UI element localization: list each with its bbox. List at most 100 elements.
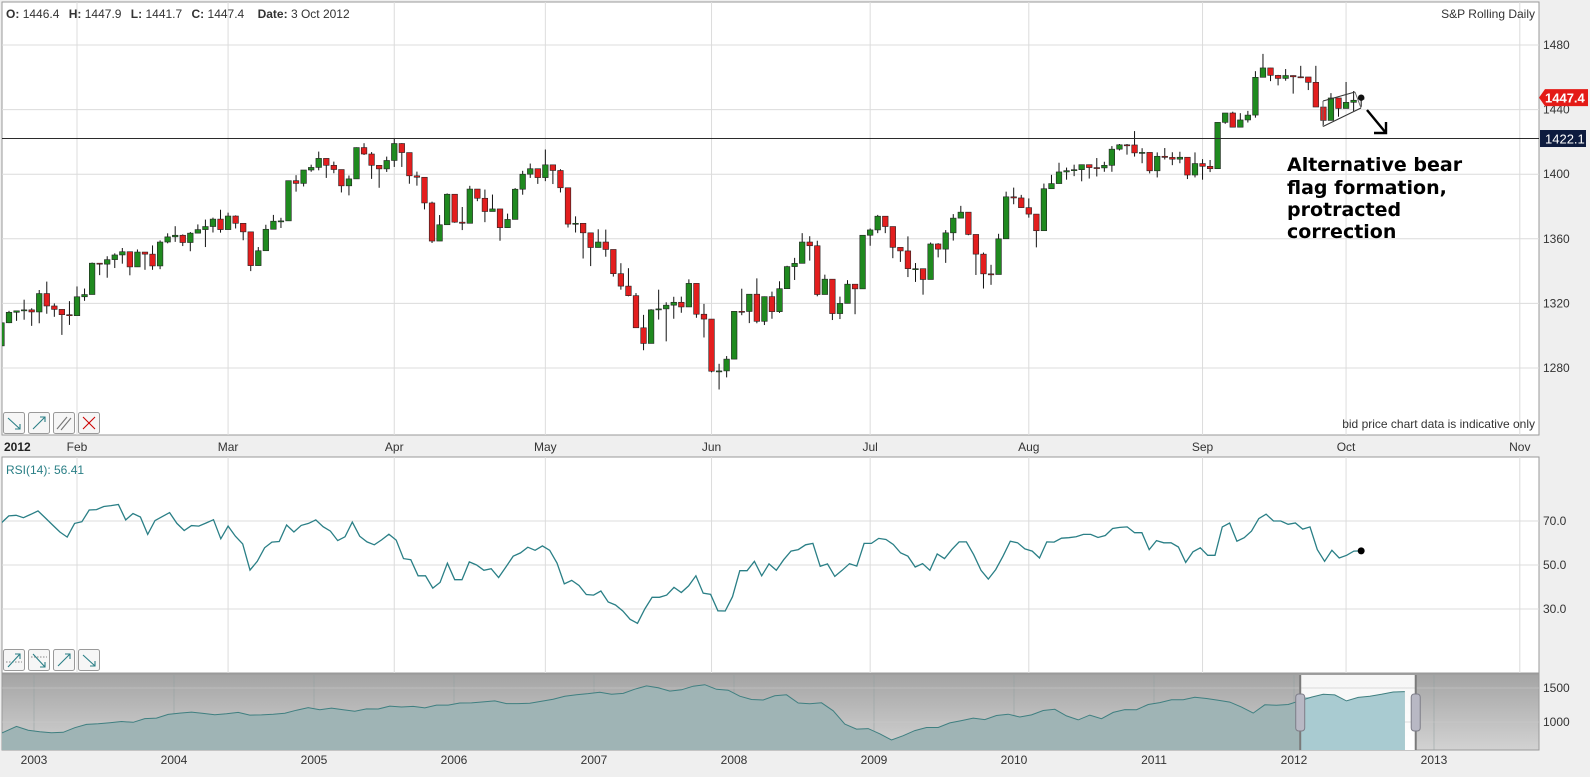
candle (149, 245, 156, 270)
candle-body-up (874, 215, 881, 231)
navigator-left-handle[interactable] (1295, 693, 1306, 732)
candle-body-up (1071, 169, 1078, 171)
rsi-dotted-down-tool[interactable] (28, 649, 50, 671)
candle-body-up (663, 304, 670, 310)
bear-flag-drawing[interactable] (1322, 91, 1362, 127)
rsi-up-tool[interactable] (53, 649, 75, 671)
candle (663, 302, 670, 342)
candle (202, 219, 209, 248)
candle-body-up (1108, 148, 1115, 166)
rsi-dotted-up-tool[interactable] (3, 649, 25, 671)
candle (640, 314, 647, 351)
candle-body-up (285, 180, 292, 222)
candle (383, 156, 390, 172)
candle-body-up (519, 173, 526, 190)
candle-body-down (549, 164, 556, 171)
candle-body-up (1101, 165, 1108, 169)
navigator-right-handle[interactable] (1410, 693, 1421, 732)
candle-body-up (1342, 102, 1350, 109)
candle (1184, 156, 1191, 180)
candle-body-up (444, 193, 451, 226)
candle (595, 229, 602, 248)
flag-right-edge (1354, 91, 1362, 109)
candle-body-down (43, 293, 50, 307)
candle (942, 230, 949, 263)
candle-body-up (21, 309, 28, 312)
arrow-down-right-icon (1366, 109, 1388, 135)
candle (496, 208, 504, 241)
rsi-tick-label: 50.0 (1543, 558, 1567, 572)
candle (1071, 164, 1078, 177)
candle (1123, 143, 1131, 155)
delete-drawings-tool[interactable] (78, 412, 100, 434)
candle (844, 280, 851, 304)
candle (761, 296, 768, 326)
candle-body-down (330, 165, 337, 170)
trend-up-tool[interactable] (28, 412, 50, 434)
flag-upper-line[interactable] (1322, 91, 1356, 102)
candle-body-up (255, 250, 262, 266)
trend-down-tool[interactable] (3, 412, 25, 434)
candle-body-down (919, 268, 927, 280)
candle-body-down (640, 327, 647, 344)
candle-body-up (202, 226, 209, 230)
candle (1131, 131, 1138, 157)
candle (308, 164, 315, 172)
candle-body-down (428, 202, 436, 242)
navigator-year-label: 2011 (1141, 753, 1167, 767)
navigator-value-label: 1500 (1543, 681, 1570, 695)
candle (580, 222, 587, 259)
candle (1093, 158, 1100, 177)
candle (738, 288, 745, 316)
rsi-down-tool[interactable] (78, 649, 100, 671)
candle-body-up (1003, 196, 1010, 240)
candle (104, 256, 111, 278)
candle-body-down (1018, 197, 1025, 208)
candle-body-down (421, 176, 428, 204)
flag-lower-line[interactable] (1322, 107, 1362, 127)
candle (179, 234, 186, 247)
candle-body-up (783, 266, 791, 290)
high-value: 1447.9 (85, 7, 122, 21)
channel-tool[interactable] (53, 412, 75, 434)
candle (534, 168, 541, 184)
candle-body-down (564, 187, 572, 225)
red-x-icon (82, 416, 96, 430)
candle-body-down (1206, 165, 1214, 170)
candle (1305, 76, 1312, 91)
candle (874, 214, 881, 234)
candle (919, 268, 927, 295)
candle (1222, 112, 1229, 124)
arrow-up-right-icon (57, 653, 71, 667)
candle (1282, 69, 1289, 81)
navigator[interactable]: 2003 2004 2005 2006 2007 2008 2009 2010 2011 2012… (1, 673, 1570, 767)
candle-body-up (942, 232, 949, 250)
candle-body-down (1335, 97, 1342, 109)
candle (1063, 167, 1070, 180)
candle (459, 206, 466, 231)
candle-body-up (791, 263, 798, 267)
candle-body-down (217, 218, 224, 230)
candle (81, 288, 88, 301)
candle-body-up (1154, 155, 1161, 172)
candle-body-down (534, 168, 541, 178)
rsi-label: RSI(14): 56.41 (6, 463, 84, 477)
candle-body-up (134, 251, 141, 268)
candle (292, 175, 300, 192)
candle-body-up (512, 188, 519, 220)
level-price-tag-shape (1540, 130, 1586, 148)
price-panel[interactable] (1, 1, 1540, 436)
candle-body-down (481, 197, 489, 212)
candle (1169, 152, 1176, 166)
candle-body-up (2, 322, 5, 347)
candle-body-up (104, 259, 111, 265)
candle-body-up (270, 220, 277, 230)
candle (1199, 159, 1206, 180)
open-label: O: (6, 7, 19, 21)
candle (141, 251, 149, 270)
rsi-tick-label: 30.0 (1543, 602, 1567, 616)
candle-body-up (715, 370, 723, 373)
candle-body-up (867, 229, 874, 236)
candle (708, 318, 715, 373)
